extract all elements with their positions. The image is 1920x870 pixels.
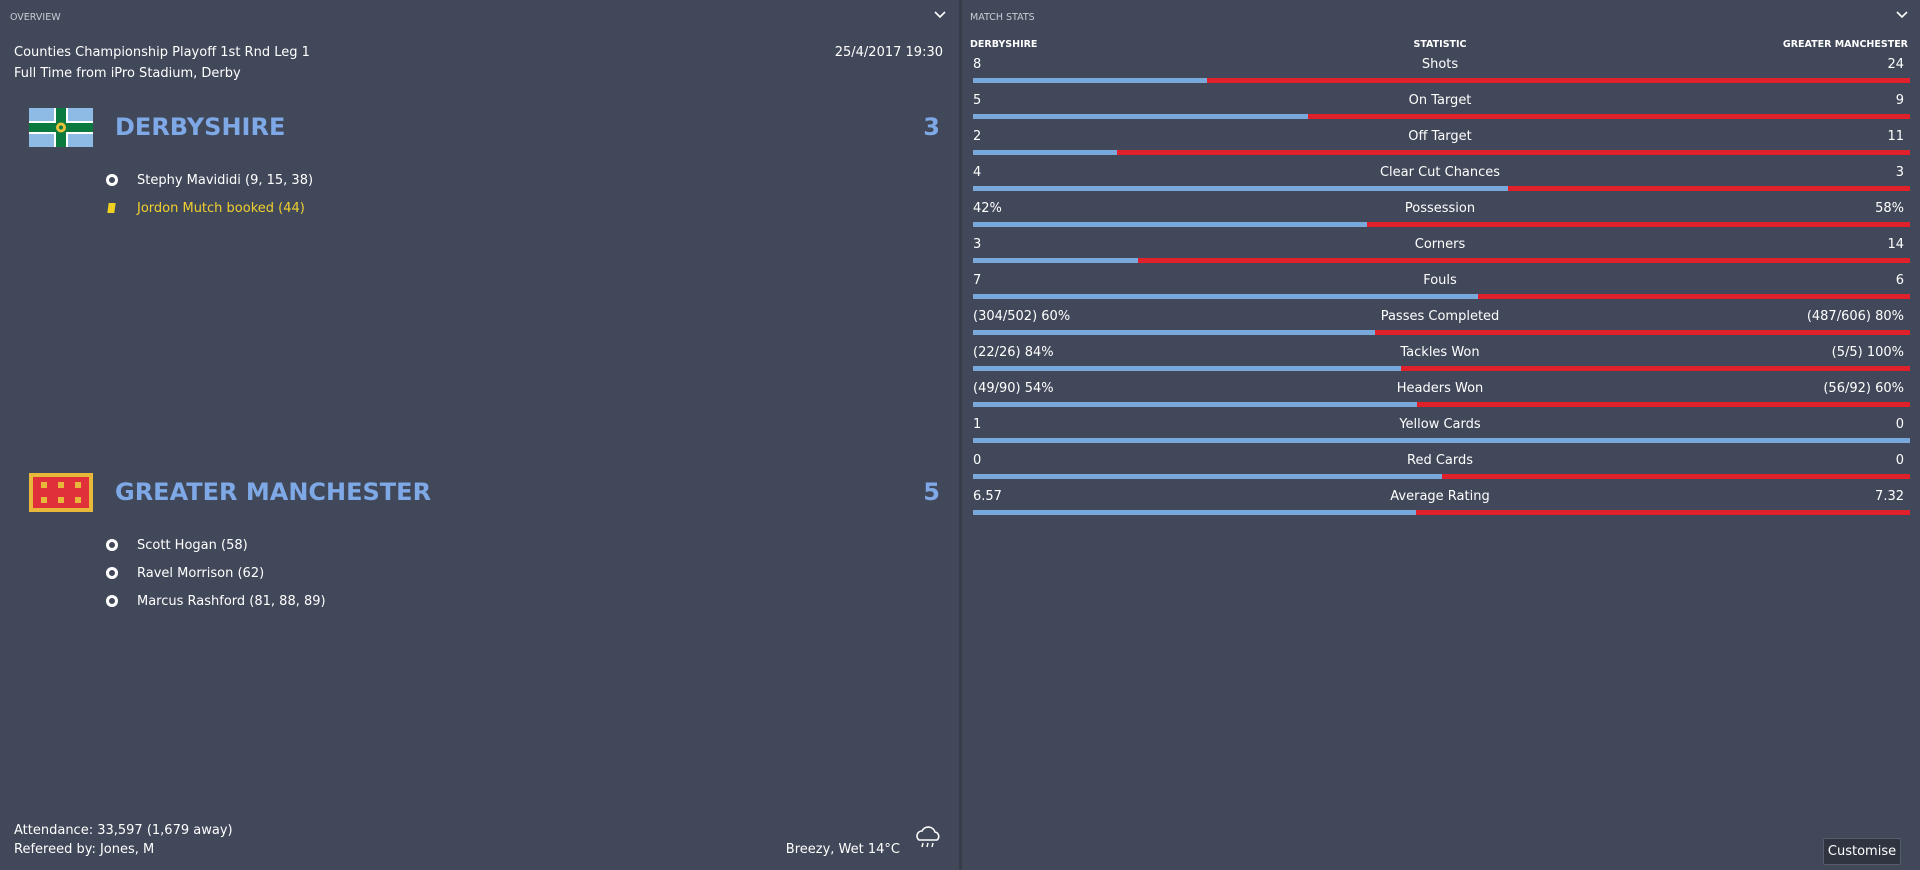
event-text: Jordon Mutch booked (44) <box>137 201 305 216</box>
stat-bar-home <box>973 150 1118 155</box>
competition: Counties Championship Playoff 1st Rnd Le… <box>14 45 310 60</box>
referee: Refereed by: Jones, M <box>14 842 155 857</box>
stat-home: (49/90) 54% <box>973 381 1054 396</box>
stat-label: Possession <box>1404 201 1476 216</box>
stat-bar-away <box>1508 186 1910 191</box>
stat-home: 6.57 <box>973 489 1002 504</box>
stat-label: On Target <box>1408 93 1472 108</box>
stat-away: 0 <box>1895 453 1904 468</box>
stat-label: Tackles Won <box>1400 345 1480 360</box>
overview-panel <box>0 0 959 870</box>
stat-bar-home <box>973 474 1442 479</box>
stat-away: (5/5) 100% <box>1831 345 1904 360</box>
goal-icon <box>106 174 118 186</box>
stat-away: 3 <box>1895 165 1904 180</box>
stat-bar-away <box>1400 366 1910 371</box>
weather: Breezy, Wet 14°C <box>785 842 900 857</box>
stat-home: 0 <box>973 453 982 468</box>
stat-away: 9 <box>1895 93 1904 108</box>
stat-bar-home <box>973 186 1509 191</box>
team-name: DERBYSHIRE <box>115 113 286 141</box>
stat-bar-away <box>1117 150 1910 155</box>
stat-label: Yellow Cards <box>1399 417 1481 432</box>
team-name: GREATER MANCHESTER <box>115 478 432 506</box>
stat-bar-away <box>1441 474 1910 479</box>
goal-icon <box>106 539 118 551</box>
stat-bar-home <box>973 78 1208 83</box>
goal-icon <box>106 567 118 579</box>
stat-away: 24 <box>1887 57 1904 72</box>
stat-bar-home <box>973 114 1308 119</box>
stat-bar-home <box>973 294 1478 299</box>
stat-label: Off Target <box>1408 129 1472 144</box>
stat-bar-home <box>973 510 1417 515</box>
stat-label: Clear Cut Chances <box>1379 165 1501 180</box>
stat-home: 5 <box>973 93 982 108</box>
team-score: 5 <box>923 478 940 506</box>
stat-bar-home <box>973 330 1375 335</box>
stat-away: 14 <box>1887 237 1904 252</box>
event-text: Marcus Rashford (81, 88, 89) <box>137 594 326 609</box>
stat-bar-home <box>973 366 1401 371</box>
event-text: Ravel Morrison (62) <box>137 566 265 581</box>
team-score: 3 <box>923 113 940 141</box>
panel-header: OVERVIEW <box>10 12 61 23</box>
event-text: Scott Hogan (58) <box>137 538 248 553</box>
column-header: STATISTIC <box>1413 39 1467 50</box>
stat-label: Passes Completed <box>1380 309 1500 324</box>
stat-home: 8 <box>973 57 982 72</box>
stat-bar-away <box>1307 114 1910 119</box>
stat-label: Shots <box>1421 57 1459 72</box>
stat-home: (22/26) 84% <box>973 345 1054 360</box>
datetime: 25/4/2017 19:30 <box>834 45 943 60</box>
stat-bar-away <box>1366 222 1910 227</box>
stat-away: 6 <box>1895 273 1904 288</box>
attendance: Attendance: 33,597 (1,679 away) <box>14 823 233 838</box>
weather-icon <box>916 826 940 848</box>
stat-bar-home <box>973 402 1417 407</box>
stat-bar-away <box>1207 78 1910 83</box>
stat-bar-home <box>973 222 1367 227</box>
stat-bar-home <box>973 438 1910 443</box>
stat-bar-away <box>1416 402 1910 407</box>
collapse-icon[interactable] <box>933 10 947 20</box>
stat-home: 1 <box>973 417 982 432</box>
stat-bar-away <box>1138 258 1910 263</box>
column-header: DERBYSHIRE <box>970 39 1038 50</box>
stat-home: 7 <box>973 273 982 288</box>
stats-panel <box>962 0 1920 870</box>
stat-bar-home <box>973 258 1139 263</box>
greater-manchester-flag <box>29 473 93 512</box>
stat-label: Red Cards <box>1406 453 1474 468</box>
event-text: Stephy Mavididi (9, 15, 38) <box>137 173 314 188</box>
stat-label: Headers Won <box>1396 381 1484 396</box>
stat-label: Corners <box>1414 237 1466 252</box>
stat-away: 7.32 <box>1875 489 1904 504</box>
stat-away: 11 <box>1887 129 1904 144</box>
stat-label: Fouls <box>1423 273 1457 288</box>
stat-home: (304/502) 60% <box>973 309 1071 324</box>
stat-bar-away <box>1477 294 1910 299</box>
column-header: GREATER MANCHESTER <box>1782 39 1908 50</box>
yellow-card-icon <box>107 203 116 213</box>
stat-away: (487/606) 80% <box>1806 309 1904 324</box>
stat-home: 3 <box>973 237 982 252</box>
collapse-icon[interactable] <box>1895 10 1909 20</box>
goal-icon <box>106 595 118 607</box>
stat-home: 4 <box>973 165 982 180</box>
stat-away: 0 <box>1895 417 1904 432</box>
venue: Full Time from iPro Stadium, Derby <box>14 66 241 81</box>
stat-away: 58% <box>1875 201 1904 216</box>
stat-bar-away <box>1374 330 1910 335</box>
stat-label: Average Rating <box>1390 489 1490 504</box>
stat-home: 42% <box>973 201 1002 216</box>
derbyshire-flag <box>29 108 93 147</box>
stat-bar-away <box>1416 510 1910 515</box>
panel-header: MATCH STATS <box>970 12 1035 23</box>
stat-home: 2 <box>973 129 982 144</box>
customise-button[interactable]: Customise <box>1823 838 1901 865</box>
stat-away: (56/92) 60% <box>1823 381 1904 396</box>
